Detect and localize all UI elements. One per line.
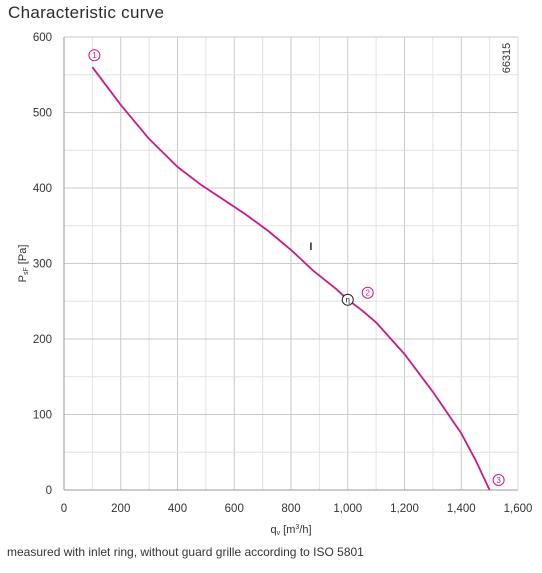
marker-circle (361, 286, 374, 299)
marker-label: 3 (496, 476, 501, 485)
x-tick-label: 800 (281, 503, 300, 515)
x-axis-label: qv [m3/h] (270, 524, 311, 537)
curve-label: I (309, 241, 312, 253)
marker-circle (88, 49, 101, 62)
marker-label: η (346, 296, 350, 305)
operating-point-marker: 2 (361, 286, 374, 299)
y-tick-label: 600 (33, 32, 52, 44)
side-code: 66315 (501, 43, 513, 74)
operating-point-marker: 3 (492, 474, 505, 486)
x-tick-label: 1,000 (333, 503, 362, 515)
x-axis-label-sub: v (277, 530, 281, 537)
x-tick-label: 200 (111, 503, 130, 515)
series-layer (91, 66, 491, 491)
y-tick-label: 300 (33, 259, 52, 271)
y-axis-label-main: P (17, 275, 29, 282)
efficiency-point-marker: η (341, 293, 354, 306)
x-tick-label: 1,400 (447, 503, 476, 515)
chart-title: Characteristic curve (8, 3, 165, 22)
x-axis-label-unit-post: /h] (299, 524, 311, 536)
y-axis-label-unit: [Pa] (17, 245, 29, 268)
y-axis-label-sub: sF (23, 267, 30, 275)
y-axis-label: PsF [Pa] (17, 245, 30, 283)
marker-label: 2 (366, 289, 371, 298)
x-tick-label: 1,200 (390, 503, 419, 515)
markers-layer: 1 2 3 η (88, 49, 505, 486)
y-tick-label: 200 (33, 334, 52, 346)
characteristic-curve-line (91, 66, 491, 491)
y-tick-label: 500 (33, 108, 52, 120)
x-tick-label: 400 (168, 503, 187, 515)
y-axis-ticks: 0 100 200 300 400 500 600 (33, 32, 52, 497)
x-axis-label-unit-pre: [m (280, 524, 295, 536)
marker-circle (492, 474, 505, 486)
x-tick-label: 600 (225, 503, 244, 515)
marker-circle (341, 293, 354, 306)
x-tick-label: 1,600 (504, 503, 533, 515)
plot-frame (63, 37, 519, 491)
operating-point-marker: 1 (88, 49, 101, 62)
x-axis-ticks: 0 200 400 600 800 1,000 1,200 1,400 1,600 (61, 503, 533, 515)
footnote: measured with inlet ring, without guard … (7, 545, 364, 559)
x-axis-label-unit-sup: 3 (295, 524, 299, 531)
y-tick-label: 0 (46, 485, 52, 497)
y-tick-label: 400 (33, 183, 52, 195)
x-tick-label: 0 (61, 503, 67, 515)
y-tick-label: 100 (33, 410, 52, 422)
grid (63, 36, 519, 491)
x-axis-label-main: q (270, 524, 276, 536)
marker-label: 1 (92, 51, 97, 60)
